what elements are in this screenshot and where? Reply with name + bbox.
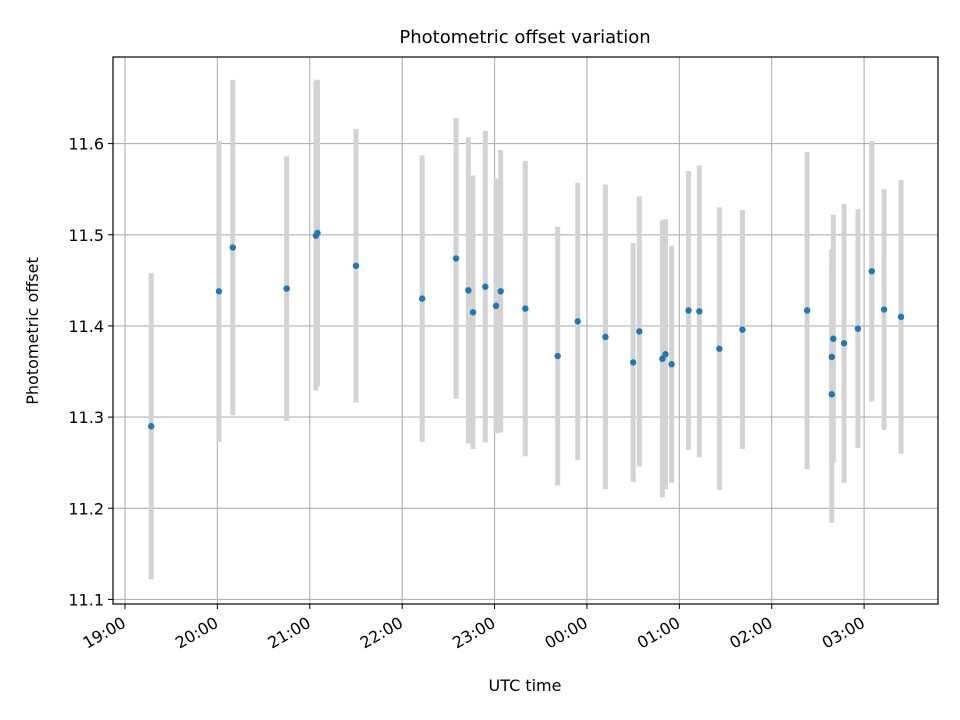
- y-axis-ticks: 11.1 11.2 11.3 11.4 11.5 11.6: [68, 135, 113, 609]
- x-tick-label: 23:00: [449, 613, 498, 653]
- y-tick-label: 11.3: [68, 408, 104, 427]
- data-point: [659, 355, 666, 362]
- x-tick-label: 00:00: [542, 613, 591, 653]
- x-tick-label: 01:00: [634, 613, 683, 653]
- x-tick-label: 22:00: [357, 613, 406, 653]
- data-point: [662, 351, 669, 358]
- data-point: [854, 325, 862, 332]
- x-tick-label: 02:00: [726, 613, 775, 653]
- data-point: [469, 309, 477, 316]
- y-tick-label: 11.6: [68, 135, 104, 154]
- data-point: [465, 287, 472, 294]
- chart-title: Photometric offset variation: [399, 27, 650, 48]
- data-point: [215, 288, 223, 295]
- data-point: [685, 307, 692, 314]
- y-tick-label: 11.1: [68, 590, 104, 609]
- data-point: [229, 244, 236, 251]
- data-point: [696, 308, 703, 315]
- data-point: [452, 255, 460, 262]
- data-point: [629, 359, 637, 366]
- plot-frame: [112, 56, 939, 605]
- data-point: [522, 305, 529, 312]
- data-point: [880, 306, 888, 313]
- x-axis-label: UTC time: [489, 676, 562, 695]
- data-point: [418, 295, 426, 302]
- data-point: [314, 229, 321, 237]
- data-point: [897, 313, 905, 321]
- data-point: [803, 307, 811, 314]
- data-point: [283, 285, 290, 292]
- x-tick-label: 20:00: [172, 613, 221, 653]
- data-point: [497, 288, 504, 295]
- data-point: [602, 333, 609, 341]
- data-point: [482, 283, 489, 290]
- data-point: [868, 268, 875, 275]
- data-point: [739, 326, 746, 333]
- data-point: [830, 335, 837, 342]
- data-point: [554, 352, 561, 360]
- data-point: [840, 340, 848, 347]
- y-tick-label: 11.4: [68, 317, 104, 336]
- error-bars: [148, 79, 904, 580]
- x-tick-label: 19:00: [80, 613, 129, 653]
- x-axis-ticks: 19:00 20:00 21:00 22:00 23:00 00:00 01:00 02:00…: [80, 604, 868, 653]
- data-points: [147, 229, 905, 430]
- data-point: [492, 302, 500, 310]
- data-point: [352, 262, 360, 269]
- data-point: [668, 361, 675, 368]
- x-tick-label: 21:00: [264, 613, 313, 653]
- data-point: [828, 391, 835, 398]
- y-tick-label: 11.5: [68, 226, 104, 245]
- y-axis-label: Photometric offset: [23, 257, 42, 405]
- data-point: [636, 328, 643, 335]
- x-tick-label: 03:00: [819, 613, 868, 653]
- data-point: [574, 318, 581, 325]
- data-point: [828, 353, 835, 361]
- y-tick-label: 11.2: [68, 499, 104, 518]
- data-point: [147, 423, 155, 430]
- data-point: [716, 345, 723, 352]
